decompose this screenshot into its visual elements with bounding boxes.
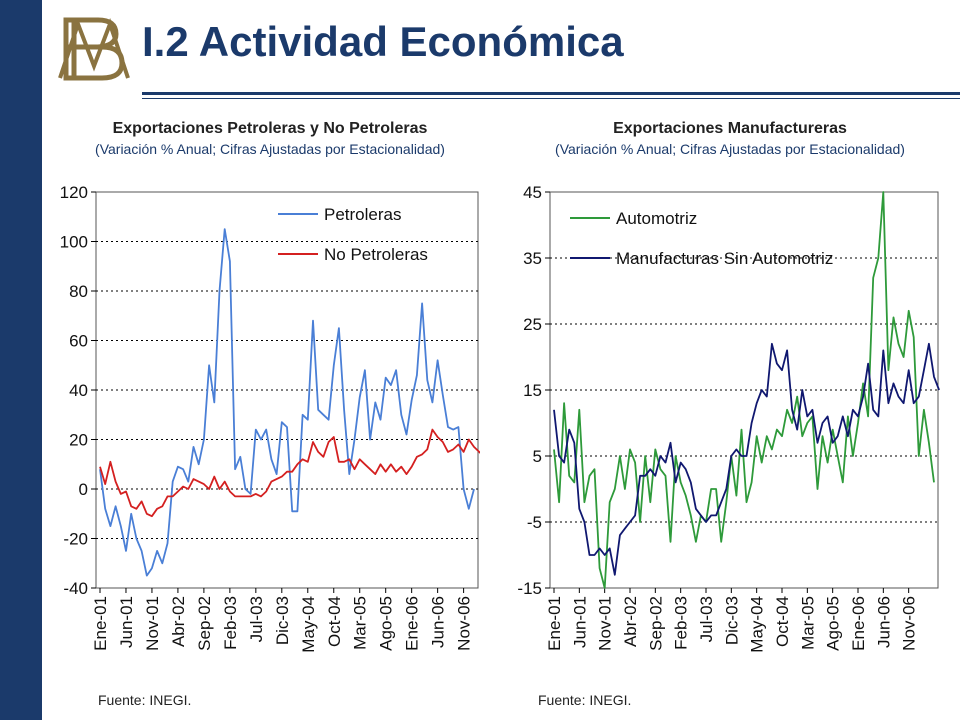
series-line-petroleras xyxy=(99,228,475,577)
y-tick-label: 15 xyxy=(523,381,542,400)
x-tick-label: Ene-06 xyxy=(849,596,868,651)
series-line-automotriz xyxy=(553,191,935,589)
chart-title: Exportaciones Petroleras y No Petroleras xyxy=(112,120,428,137)
series-line-manufacturas-sin-automotriz xyxy=(553,342,940,576)
chart-subtitle: (Variación % Anual; Cifras Ajustadas por… xyxy=(95,141,445,157)
y-tick-label: 45 xyxy=(523,183,542,202)
chart-header-manufactureras: Exportaciones Manufactureras (Variación … xyxy=(495,120,960,159)
y-tick-label: 60 xyxy=(69,332,88,351)
x-tick-label: Nov-06 xyxy=(900,596,919,651)
x-tick-label: Ago-05 xyxy=(377,596,396,651)
legend-label: No Petroleras xyxy=(324,245,428,264)
x-tick-label: Nov-06 xyxy=(455,596,474,651)
series-line-no-petroleras xyxy=(99,428,480,518)
x-tick-label: Feb-03 xyxy=(221,596,240,650)
y-tick-label: -5 xyxy=(527,513,542,532)
y-tick-label: 35 xyxy=(523,249,542,268)
x-tick-label: Nov-01 xyxy=(596,596,615,651)
y-tick-label: 25 xyxy=(523,315,542,334)
x-tick-label: Oct-04 xyxy=(773,596,792,647)
x-tick-label: Abr-02 xyxy=(621,596,640,647)
x-tick-label: Feb-03 xyxy=(672,596,691,650)
chart-subtitle: (Variación % Anual; Cifras Ajustadas por… xyxy=(555,141,905,157)
left-accent-bar xyxy=(0,0,42,720)
chart-title: Exportaciones Manufactureras xyxy=(613,120,847,137)
x-tick-label: Jul-03 xyxy=(697,596,716,642)
x-tick-label: Oct-04 xyxy=(325,596,344,647)
x-tick-label: Sep-02 xyxy=(646,596,665,651)
legend-label: Automotriz xyxy=(616,209,697,228)
x-tick-label: Jun-01 xyxy=(570,596,589,648)
y-tick-label: 5 xyxy=(533,447,542,466)
x-tick-label: Dic-03 xyxy=(273,596,292,645)
x-tick-label: Mar-05 xyxy=(798,596,817,650)
x-tick-label: Mar-05 xyxy=(351,596,370,650)
source-note: Fuente: INEGI. xyxy=(538,692,632,708)
x-tick-label: Jun-01 xyxy=(117,596,136,648)
x-tick-label: Dic-03 xyxy=(722,596,741,645)
x-tick-label: Jun-06 xyxy=(429,596,448,648)
x-tick-label: May-04 xyxy=(748,596,767,653)
legend-label: Petroleras xyxy=(324,205,401,224)
x-tick-label: Jul-03 xyxy=(247,596,266,642)
x-tick-label: Ago-05 xyxy=(824,596,843,651)
chart-header-petroleras: Exportaciones Petroleras y No Petroleras… xyxy=(35,120,505,159)
banxico-logo xyxy=(58,17,130,81)
y-tick-label: 0 xyxy=(79,480,88,499)
x-tick-label: Sep-02 xyxy=(195,596,214,651)
x-tick-label: Nov-01 xyxy=(143,596,162,651)
x-tick-label: Ene-01 xyxy=(91,596,110,651)
title-divider-thin xyxy=(142,98,960,99)
x-tick-label: Ene-06 xyxy=(403,596,422,651)
page-title: I.2 Actividad Económica xyxy=(142,18,624,65)
x-tick-label: Ene-01 xyxy=(545,596,564,651)
y-tick-label: -20 xyxy=(63,530,88,549)
x-tick-label: Abr-02 xyxy=(169,596,188,647)
title-divider xyxy=(142,92,960,95)
y-tick-label: 120 xyxy=(60,183,88,202)
y-tick-label: 40 xyxy=(69,381,88,400)
legend-label: Manufacturas Sin Automotriz xyxy=(616,249,833,268)
y-tick-label: 100 xyxy=(60,233,88,252)
source-note: Fuente: INEGI. xyxy=(98,692,192,708)
y-tick-label: -40 xyxy=(63,579,88,598)
x-tick-label: Jun-06 xyxy=(874,596,893,648)
y-tick-label: -15 xyxy=(517,579,542,598)
y-tick-label: 20 xyxy=(69,431,88,450)
x-tick-label: May-04 xyxy=(299,596,318,653)
y-tick-label: 80 xyxy=(69,282,88,301)
